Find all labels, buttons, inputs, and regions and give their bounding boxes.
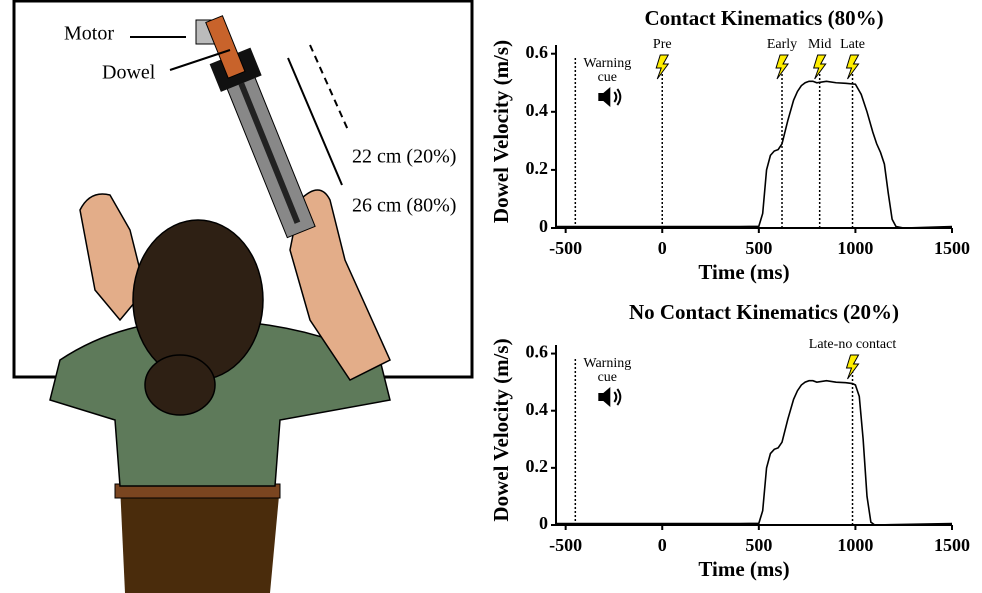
event-label: Late-no contact [809,337,897,352]
hair [132,219,264,381]
y-axis-label: Dowel Velocity (m/s) [489,338,513,521]
x-tick-label: 500 [745,238,772,258]
event-label: Pre [653,37,672,52]
chart-title: No Contact Kinematics (20%) [629,300,899,324]
y-tick-label: 0.2 [526,456,549,476]
distance-label: 26 cm (80%) [352,195,456,217]
lightning-icon [655,54,670,80]
device [205,15,316,239]
y-tick-label: 0.4 [526,399,549,419]
lightning-icon [845,354,860,380]
y-tick-label: 0.6 [526,42,549,62]
illustration: Motor Dowel 22 cm (20%) 26 cm (80%) [12,0,474,593]
velocity-line [556,80,953,229]
distance-label: 22 cm (20%) [352,146,456,168]
event-label: Mid [808,37,831,52]
lightning-icon [775,54,789,80]
x-tick-label: 1500 [934,238,970,258]
speaker-waves [613,388,622,406]
velocity-line [556,379,953,526]
event-label: cue [598,370,617,385]
event-label: Warning [583,56,631,71]
chart: No Contact Kinematics (20%) 0 0.2 0.4 0.6 -50… [489,300,970,581]
chair [120,485,280,593]
event-label: cue [598,70,617,85]
chart-title: Contact Kinematics (80%) [644,6,883,30]
y-axis-label: Dowel Velocity (m/s) [489,40,513,223]
speaker-icon [598,87,611,107]
x-tick-label: 1500 [934,535,970,555]
event-label: Early [767,37,797,52]
right-arm [289,189,391,381]
speaker-icon [598,387,611,407]
dowel-pointer [169,49,231,71]
y-tick-label: 0.4 [526,100,549,120]
y-tick-label: 0.6 [526,342,549,362]
x-tick-label: 0 [658,535,667,555]
arrow-80 [287,57,343,186]
y-tick-label: 0 [539,513,548,533]
dowel-label: Dowel [102,62,156,84]
x-tick-label: -500 [549,238,582,258]
lightning-icon [845,54,860,80]
y-tick-label: 0.2 [526,158,549,178]
x-axis-label: Time (ms) [698,260,789,284]
y-tick-label: 0 [539,216,548,236]
motor-label: Motor [64,23,114,45]
x-tick-label: 1000 [837,535,873,555]
event-label: Late [840,37,865,52]
chart: Contact Kinematics (80%)00.20.40.6-500 0 5… [489,6,970,284]
lightning-icon [813,54,827,80]
speaker-waves [613,88,622,106]
hair-bun [144,354,216,416]
event-label: Warning [583,356,631,371]
x-tick-label: -500 [549,535,582,555]
x-tick-label: 1000 [837,238,873,258]
x-tick-label: 500 [745,535,772,555]
x-tick-label: 0 [658,238,667,258]
x-axis-label: Time (ms) [698,557,789,581]
arrow-20 [309,44,349,131]
